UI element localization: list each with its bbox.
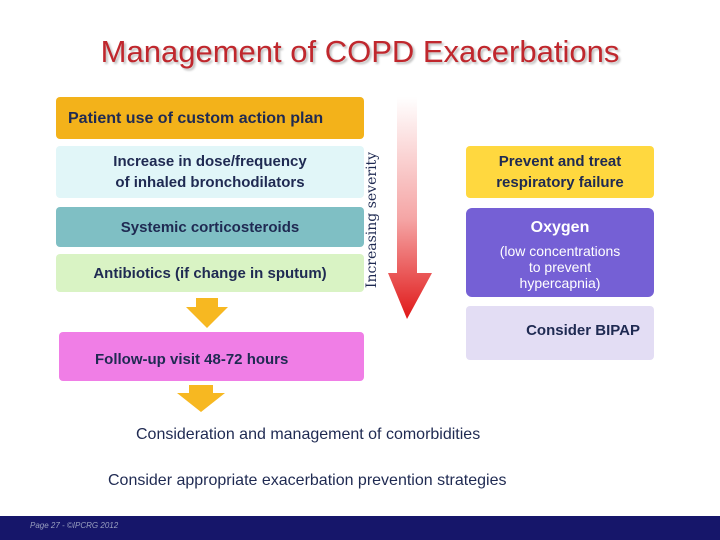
severity-label: Increasing severity xyxy=(364,151,380,289)
action-plan-box: Patient use of custom action plan xyxy=(56,97,364,139)
follow-up-box: Follow-up visit 48-72 hours xyxy=(59,332,364,381)
bipap-label: Consider BIPAP xyxy=(526,322,640,339)
oxygen-box: Oxygen (low concentrations to prevent hy… xyxy=(466,208,654,297)
follow-up-label: Follow-up visit 48-72 hours xyxy=(95,351,289,368)
prevent-failure-box: Prevent and treat respiratory failure xyxy=(466,146,654,198)
footer-bar xyxy=(0,516,720,540)
down-arrow-icon xyxy=(186,298,228,328)
bronchodilator-box: Increase in dose/frequency of inhaled bro… xyxy=(56,146,364,198)
action-plan-label: Patient use of custom action plan xyxy=(68,109,324,127)
oxygen-note: (low concentrations to prevent hypercapn… xyxy=(499,243,621,291)
bronchodilator-label: Increase in dose/frequency of inhaled bro… xyxy=(113,153,307,191)
page-title: Management of COPD Exacerbations xyxy=(100,34,620,69)
down-arrow-icon xyxy=(177,385,225,412)
oxygen-title: Oxygen xyxy=(530,219,590,236)
comorbidities-note: Consideration and management of comorbid… xyxy=(136,426,481,443)
antibiotics-box: Antibiotics (if change in sputum) xyxy=(56,254,364,292)
bipap-box: Consider BIPAP xyxy=(466,306,654,360)
prevention-note: Consider appropriate exacerbation preven… xyxy=(108,472,507,489)
antibiotics-label: Antibiotics (if change in sputum) xyxy=(93,264,327,282)
corticosteroids-label: Systemic corticosteroids xyxy=(120,218,300,236)
prevent-failure-label: Prevent and treat respiratory failure xyxy=(496,153,624,191)
corticosteroids-box: Systemic corticosteroids xyxy=(56,207,364,247)
footer-text: Page 27 - ©IPCRG 2012 xyxy=(30,521,119,530)
severity-gradient-arrow-icon xyxy=(388,97,432,319)
